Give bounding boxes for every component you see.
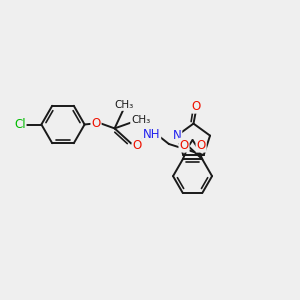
- Text: N: N: [172, 129, 181, 142]
- Text: O: O: [133, 139, 142, 152]
- Text: O: O: [92, 116, 100, 130]
- Text: NH: NH: [143, 128, 160, 142]
- Text: Cl: Cl: [14, 118, 26, 131]
- Text: O: O: [179, 139, 189, 152]
- Text: CH₃: CH₃: [114, 100, 133, 110]
- Text: O: O: [192, 100, 201, 113]
- Text: CH₃: CH₃: [131, 115, 150, 125]
- Text: O: O: [196, 139, 206, 152]
